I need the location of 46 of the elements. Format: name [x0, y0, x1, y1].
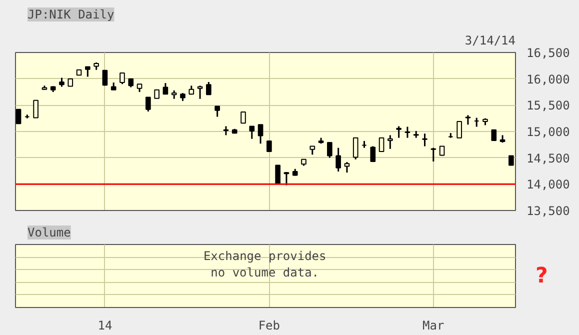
- candlestick: [33, 100, 38, 118]
- text: Volume: [28, 226, 71, 240]
- candlestick: [275, 164, 280, 184]
- candlestick: [240, 112, 246, 124]
- candlestick: [465, 114, 471, 126]
- candlestick: [102, 70, 108, 86]
- candlestick: [214, 105, 220, 118]
- candlestick: [146, 96, 151, 112]
- candlestick: [120, 72, 125, 85]
- candlestick: [206, 81, 212, 96]
- chart-subtitle: 3/14/14: [464, 34, 516, 48]
- candlestick: [422, 132, 428, 147]
- candlestick: [352, 137, 358, 160]
- candlestick: [404, 126, 410, 139]
- candlestick: [327, 142, 332, 159]
- candlestick: [336, 147, 341, 172]
- candlestick: [266, 140, 272, 152]
- candlestick: [197, 84, 203, 100]
- candlestick: [456, 120, 462, 138]
- y-tick-label: 13,500: [526, 204, 570, 218]
- candlestick: [344, 161, 350, 174]
- candlestick: [388, 134, 393, 150]
- candlestick: [491, 129, 497, 141]
- y-tick-label: 15,000: [526, 125, 570, 139]
- candlestick: [249, 125, 255, 140]
- y-tick-label: 14,500: [526, 151, 570, 166]
- text: ?: [536, 264, 548, 288]
- y-tick-label: 14,000: [526, 178, 570, 192]
- text: Exchange provides no volume data.: [203, 248, 326, 280]
- candlestick: [16, 108, 22, 124]
- category-label: 14: [98, 318, 112, 332]
- candlestick: [378, 137, 384, 152]
- y-tick-label: 15,500: [526, 98, 570, 113]
- candlestick: [508, 155, 514, 166]
- candlestick: [162, 82, 168, 95]
- y-tick-label: 16,500: [526, 46, 570, 60]
- candlestick: [396, 125, 402, 139]
- candlestick: [284, 171, 290, 186]
- candlestick: [370, 145, 376, 162]
- candlestick: [258, 124, 264, 144]
- candlestick: [430, 147, 436, 162]
- y-tick-label: 16,000: [526, 72, 570, 86]
- chart-title: JP:NIK Daily: [28, 8, 114, 22]
- category-label: Feb: [258, 318, 280, 332]
- category-label: Mar: [422, 318, 444, 332]
- candlestick: [85, 66, 90, 78]
